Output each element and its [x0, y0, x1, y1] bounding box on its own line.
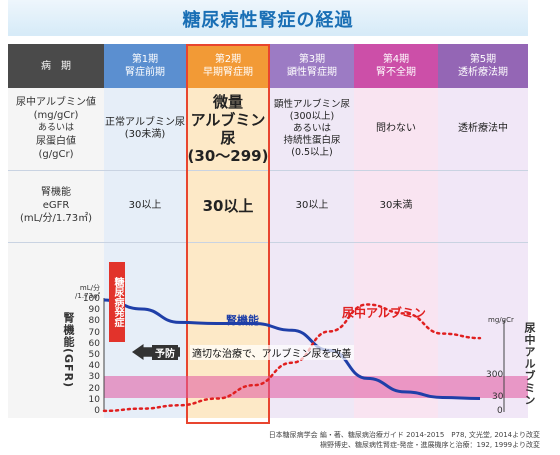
unit-line: mL/分	[79, 284, 100, 292]
stage-label: 腎不全期	[376, 67, 416, 78]
gfr-cell-stage4: 30未満	[354, 172, 438, 240]
label-line: (g/gCr)	[38, 149, 74, 160]
cell-line: 透析療法中	[458, 123, 508, 134]
label-line: 尿中アルブミン値	[16, 97, 96, 108]
gfr-row-label: 腎機能 eGFR (mL/分/1.73㎡)	[8, 186, 104, 225]
left-tick: 20	[88, 383, 100, 394]
left-axis-title: 腎機能(GFR)	[62, 312, 75, 389]
gfr-cell-stage2: 30以上	[186, 172, 270, 240]
left-tick: 10	[88, 394, 100, 405]
label-line: 腎機能	[41, 187, 71, 198]
stage2-highlight	[186, 44, 270, 424]
cell-line: (30〜299)	[187, 147, 269, 165]
column-bg-label	[8, 88, 104, 418]
cell-line: (300以上)	[289, 111, 335, 122]
label-line: (mg/gCr)	[33, 110, 79, 121]
header-stage3: 第3期 顕性腎症期	[270, 44, 354, 88]
label-line: あるいは	[37, 123, 74, 133]
page-title: 糖尿病性腎症の経過	[182, 10, 354, 31]
right-tick: 300	[486, 370, 504, 380]
cell-line: アルブミン尿	[190, 111, 266, 147]
title-bar: 糖尿病性腎症の経過	[8, 0, 528, 36]
left-tick: 80	[88, 316, 100, 327]
cell-line: 30未満	[379, 200, 413, 211]
cell-line: あるいは	[292, 123, 331, 134]
prevention-label: 予防	[152, 345, 178, 360]
left-tick: 0	[94, 406, 100, 416]
albumin-cell-stage3: 顕性アルブミン尿 (300以上) あるいは 持続性蛋白尿 (0.5以上)	[270, 90, 354, 168]
footnote-2: 槇野博史、糖尿病性腎症-発症・進展機序と治療：192, 1999より改変	[319, 441, 540, 449]
albumin-row-label: 尿中アルブミン値 (mg/gCr) あるいは 尿蛋白値 (g/gCr)	[8, 96, 104, 161]
left-tick: 90	[88, 305, 100, 316]
right-unit: mg/gCr	[488, 316, 514, 324]
left-tick: 30	[88, 372, 100, 383]
unit-line: /1.73㎡	[75, 292, 100, 300]
right-tick: 30	[492, 392, 504, 402]
stage-name: 第1期	[131, 54, 159, 65]
stage-label: 腎症前期	[125, 67, 165, 78]
cell-line: 問わない	[376, 123, 416, 134]
cell-line: 30以上	[202, 197, 254, 215]
stage-label: 顕性腎症期	[287, 67, 337, 78]
gfr-cell-stage1: 30以上	[104, 172, 186, 240]
header-stage2: 第2期 早期腎症期	[186, 44, 270, 88]
header-stage-label: 病 期	[41, 60, 71, 72]
left-tick: 60	[88, 338, 100, 349]
stage-name: 第5期	[469, 54, 497, 65]
left-tick: 100	[82, 294, 100, 304]
cell-line: (30未満)	[124, 129, 166, 140]
cell-line: 30以上	[295, 200, 329, 211]
albumin-cell-stage1: 正常アルブミン尿 (30未満)	[104, 90, 186, 168]
left-tick: 40	[88, 361, 100, 372]
right-axis-title: 尿中アルブミン	[523, 322, 536, 406]
treatment-label: 適切な治療で、アルブミン尿を改善	[190, 345, 354, 360]
stage-label: 透析療法期	[458, 67, 508, 78]
left-tick: 50	[88, 350, 100, 360]
gfr-curve-label: 腎機能	[226, 314, 259, 327]
header-stage1: 第1期 腎症前期	[104, 44, 186, 88]
albumin-curve-label: 尿中アルブミン	[342, 306, 426, 320]
albumin-cell-stage5: 透析療法中	[438, 90, 528, 168]
albumin-cell-stage4: 問わない	[354, 90, 438, 168]
header-stage: 病 期	[8, 44, 104, 88]
label-line: (mL/分/1.73㎡)	[19, 213, 93, 224]
cell-line: 微量	[212, 93, 243, 111]
stage-name: 第3期	[298, 54, 326, 65]
albumin-cell-stage2: 微量 アルブミン尿 (30〜299)	[186, 90, 270, 168]
left-tick: 70	[88, 327, 100, 338]
left-unit: mL/分 /1.73㎡	[74, 284, 100, 300]
header-stage4: 第4期 腎不全期	[354, 44, 438, 88]
onset-label: 糖尿病発症	[109, 262, 125, 342]
cell-line: 顕性アルブミン尿	[274, 99, 350, 110]
cell-line: 30以上	[128, 200, 162, 211]
cell-line: 正常アルブミン尿	[105, 117, 185, 128]
footnote-1: 日本糖尿病学会 編・著、糖尿病治療ガイド 2014-2015 P78, 文光堂,…	[268, 431, 540, 439]
cell-line: (0.5以上)	[291, 147, 333, 158]
gfr-cell-stage5	[438, 172, 528, 240]
gfr-cell-stage3: 30以上	[270, 172, 354, 240]
label-line: 尿蛋白値	[36, 136, 76, 147]
label-line: eGFR	[42, 200, 70, 211]
stage-name: 第4期	[382, 54, 410, 65]
cell-line: 持続性蛋白尿	[283, 135, 341, 146]
stage-label: 早期腎症期	[203, 67, 253, 78]
stage-name: 第2期	[214, 54, 242, 65]
right-tick: 0	[497, 406, 503, 416]
header-stage5: 第5期 透析療法期	[438, 44, 528, 88]
